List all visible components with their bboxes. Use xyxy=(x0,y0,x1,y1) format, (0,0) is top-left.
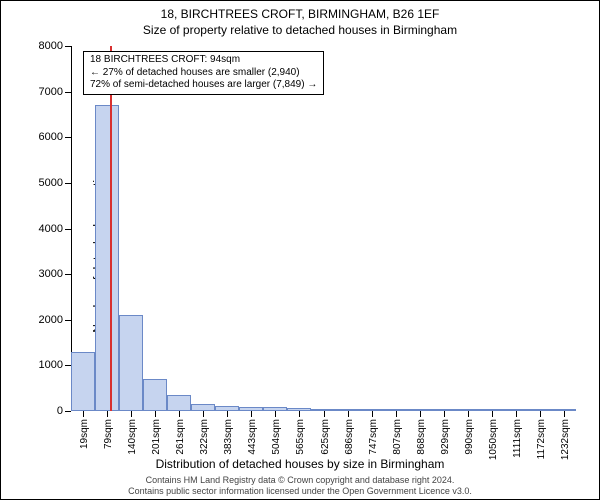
x-axis-label: Distribution of detached houses by size … xyxy=(1,457,599,471)
x-tick xyxy=(564,411,565,417)
y-tick-label: 1000 xyxy=(39,359,63,371)
x-tick-label: 19sqm xyxy=(79,419,90,449)
x-tick-label: 1172sqm xyxy=(536,419,547,459)
x-tick-label: 1232sqm xyxy=(560,419,571,460)
annotation-line1: 18 BIRCHTREES CROFT: 94sqm xyxy=(90,54,317,67)
footer-line1: Contains HM Land Registry data © Crown c… xyxy=(1,475,599,486)
footer-line2: Contains public sector information licen… xyxy=(1,486,599,497)
x-tick-label: 625sqm xyxy=(320,419,331,455)
histogram-bar xyxy=(143,379,167,411)
histogram-bar xyxy=(167,395,191,411)
x-tick-label: 261sqm xyxy=(175,419,186,455)
histogram-bar xyxy=(119,315,143,411)
x-tick-label: 565sqm xyxy=(295,419,306,455)
footer: Contains HM Land Registry data © Crown c… xyxy=(1,475,599,497)
x-tick-label: 990sqm xyxy=(464,419,475,455)
x-tick xyxy=(227,411,228,417)
y-tick-label: 5000 xyxy=(39,177,63,189)
x-tick-label: 383sqm xyxy=(223,419,234,455)
x-tick xyxy=(540,411,541,417)
x-tick-label: 1050sqm xyxy=(488,419,499,460)
y-tick-label: 7000 xyxy=(39,86,63,98)
annotation-line3: 72% of semi-detached houses are larger (… xyxy=(90,79,317,92)
y-tick xyxy=(65,137,71,138)
x-tick-label: 868sqm xyxy=(416,419,427,455)
x-tick-label: 322sqm xyxy=(199,419,210,455)
y-tick xyxy=(65,274,71,275)
x-tick xyxy=(516,411,517,417)
x-tick-label: 807sqm xyxy=(392,419,403,455)
chart-container: 18, BIRCHTREES CROFT, BIRMINGHAM, B26 1E… xyxy=(0,0,600,500)
plot-area: 01000200030004000500060007000800019sqm79… xyxy=(71,46,576,411)
y-tick-label: 4000 xyxy=(39,223,63,235)
y-tick xyxy=(65,183,71,184)
histogram-bar xyxy=(191,404,215,411)
x-tick-label: 504sqm xyxy=(271,419,282,455)
x-tick xyxy=(396,411,397,417)
annotation-box: 18 BIRCHTREES CROFT: 94sqm ← 27% of deta… xyxy=(83,51,324,95)
y-tick-label: 0 xyxy=(57,405,63,417)
x-tick-label: 929sqm xyxy=(440,419,451,455)
x-tick xyxy=(131,411,132,417)
y-tick xyxy=(65,92,71,93)
x-tick-label: 443sqm xyxy=(247,419,258,455)
x-tick xyxy=(203,411,204,417)
x-tick xyxy=(107,411,108,417)
x-tick xyxy=(179,411,180,417)
x-tick-label: 201sqm xyxy=(151,419,162,455)
x-tick-label: 79sqm xyxy=(103,419,114,449)
y-tick-label: 3000 xyxy=(39,268,63,280)
y-tick-label: 2000 xyxy=(39,314,63,326)
y-tick xyxy=(65,411,71,412)
x-tick-label: 686sqm xyxy=(344,419,355,455)
x-tick-label: 140sqm xyxy=(127,419,138,455)
x-tick-label: 1111sqm xyxy=(512,419,523,458)
annotation-line2: ← 27% of detached houses are smaller (2,… xyxy=(90,67,317,80)
x-tick-label: 747sqm xyxy=(368,419,379,455)
x-tick xyxy=(444,411,445,417)
x-tick xyxy=(275,411,276,417)
x-tick xyxy=(251,411,252,417)
x-tick xyxy=(155,411,156,417)
chart-title-line2: Size of property relative to detached ho… xyxy=(1,23,599,37)
x-tick xyxy=(324,411,325,417)
x-tick xyxy=(492,411,493,417)
x-tick xyxy=(372,411,373,417)
highlight-line xyxy=(110,46,112,411)
x-tick xyxy=(468,411,469,417)
chart-title-line1: 18, BIRCHTREES CROFT, BIRMINGHAM, B26 1E… xyxy=(1,7,599,21)
y-tick xyxy=(65,320,71,321)
y-tick xyxy=(65,229,71,230)
x-tick xyxy=(83,411,84,417)
x-tick xyxy=(348,411,349,417)
y-tick xyxy=(65,46,71,47)
histogram-bar xyxy=(95,105,119,411)
x-tick xyxy=(420,411,421,417)
x-tick xyxy=(299,411,300,417)
y-tick-label: 6000 xyxy=(39,131,63,143)
histogram-bar xyxy=(71,352,95,411)
y-tick-label: 8000 xyxy=(39,40,63,52)
